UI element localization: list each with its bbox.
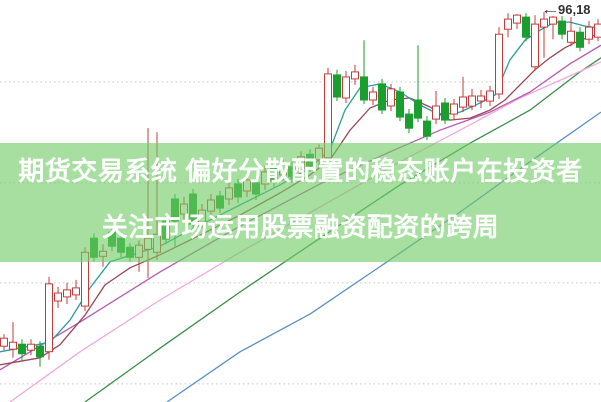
candle-up xyxy=(369,91,377,101)
arrow-left-icon: ← xyxy=(540,1,560,17)
ma-maroon xyxy=(0,32,601,366)
candle-up xyxy=(387,88,395,107)
candle-up xyxy=(72,287,80,296)
last-price-value: 96,18 xyxy=(558,1,591,17)
candle-down xyxy=(396,91,404,118)
candle-down xyxy=(36,345,44,358)
candle-up xyxy=(459,96,467,108)
candle-up xyxy=(504,18,512,30)
candle-down xyxy=(522,16,530,38)
candle-down xyxy=(576,31,584,48)
candle-up xyxy=(27,343,35,351)
candle-down xyxy=(441,102,449,121)
candle-down xyxy=(423,120,431,137)
candle-up xyxy=(342,76,350,99)
headline-line-1: 期货交易系统 偏好分散配置的稳态账户在投资者 xyxy=(18,156,583,186)
candle-up xyxy=(63,289,71,298)
candle-up xyxy=(486,90,494,102)
headline-line-2: 关注市场运用股票融资配资的跨周 xyxy=(101,212,500,242)
candle-up xyxy=(585,26,593,40)
candle-down xyxy=(18,343,26,355)
candle-down xyxy=(405,113,413,129)
candle-up xyxy=(9,341,17,350)
candle-up xyxy=(0,337,8,347)
candle-up xyxy=(477,95,485,102)
candle-down xyxy=(558,20,566,35)
candle-up xyxy=(549,16,557,25)
candle-up xyxy=(594,23,601,38)
candle-up xyxy=(513,14,521,24)
last-price-label: ← 96,18 xyxy=(540,1,591,17)
candle-up xyxy=(495,33,503,95)
candle-up xyxy=(567,30,575,43)
candle-up xyxy=(468,95,476,107)
candle-down xyxy=(333,74,341,98)
candle-up xyxy=(432,105,440,120)
headline-overlay: 期货交易系统 偏好分散配置的稳态账户在投资者 关注市场运用股票融资配资的跨周 xyxy=(0,143,601,262)
candle-up xyxy=(450,103,458,115)
candle-up xyxy=(54,292,62,302)
candle-down xyxy=(378,83,386,111)
candle-up xyxy=(540,18,548,28)
candle-down xyxy=(360,76,368,101)
candle-up xyxy=(351,71,359,80)
candle-up xyxy=(531,23,539,68)
candle-up xyxy=(45,283,53,353)
candle-down xyxy=(414,99,422,119)
